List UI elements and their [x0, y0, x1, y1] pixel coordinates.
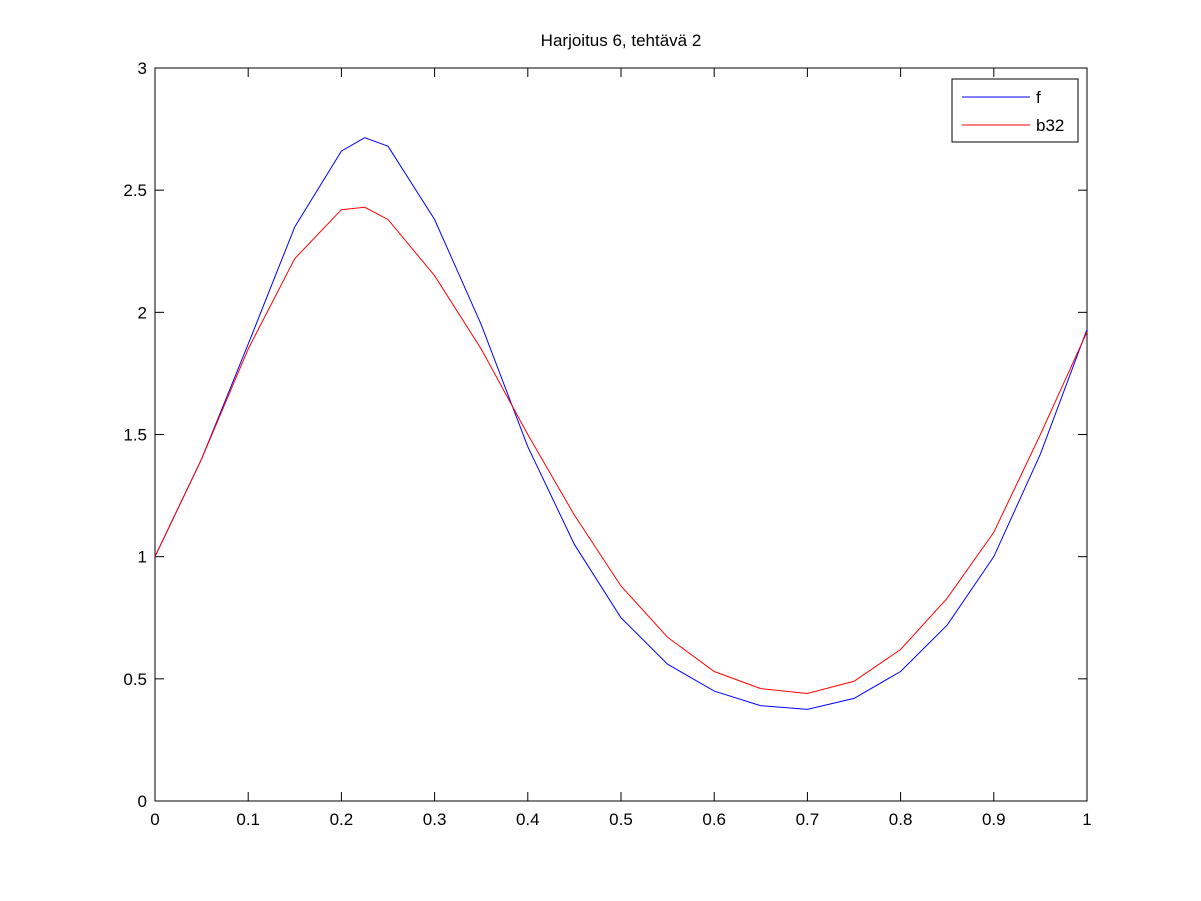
y-tick-label: 3 — [138, 59, 147, 78]
x-tick-label: 0.3 — [423, 810, 447, 829]
x-tick-label: 0.8 — [889, 810, 913, 829]
x-tick-label: 0 — [150, 810, 159, 829]
y-tick-label: 2 — [138, 303, 147, 322]
x-tick-label: 1 — [1082, 810, 1091, 829]
y-tick-label: 0 — [138, 792, 147, 811]
x-tick-label: 0.6 — [702, 810, 726, 829]
line-series — [154, 206, 1088, 694]
x-tick-label: 0.9 — [982, 810, 1006, 829]
line-series — [154, 137, 1088, 710]
y-tick-label: 1.5 — [123, 426, 147, 445]
x-tick-label: 0.5 — [609, 810, 633, 829]
x-tick-label: 0.2 — [330, 810, 354, 829]
y-tick-label: 0.5 — [123, 670, 147, 689]
x-tick-label: 0.4 — [516, 810, 540, 829]
chart-title: Harjoitus 6, tehtävä 2 — [541, 31, 702, 50]
legend-label: f — [1036, 88, 1041, 107]
x-tick-label: 0.1 — [236, 810, 260, 829]
x-tick-label: 0.7 — [796, 810, 820, 829]
y-tick-label: 1 — [138, 548, 147, 567]
plot-frame — [154, 67, 1088, 802]
y-tick-label: 2.5 — [123, 181, 147, 200]
legend-label: b32 — [1036, 116, 1064, 135]
legend-box — [951, 78, 1079, 143]
